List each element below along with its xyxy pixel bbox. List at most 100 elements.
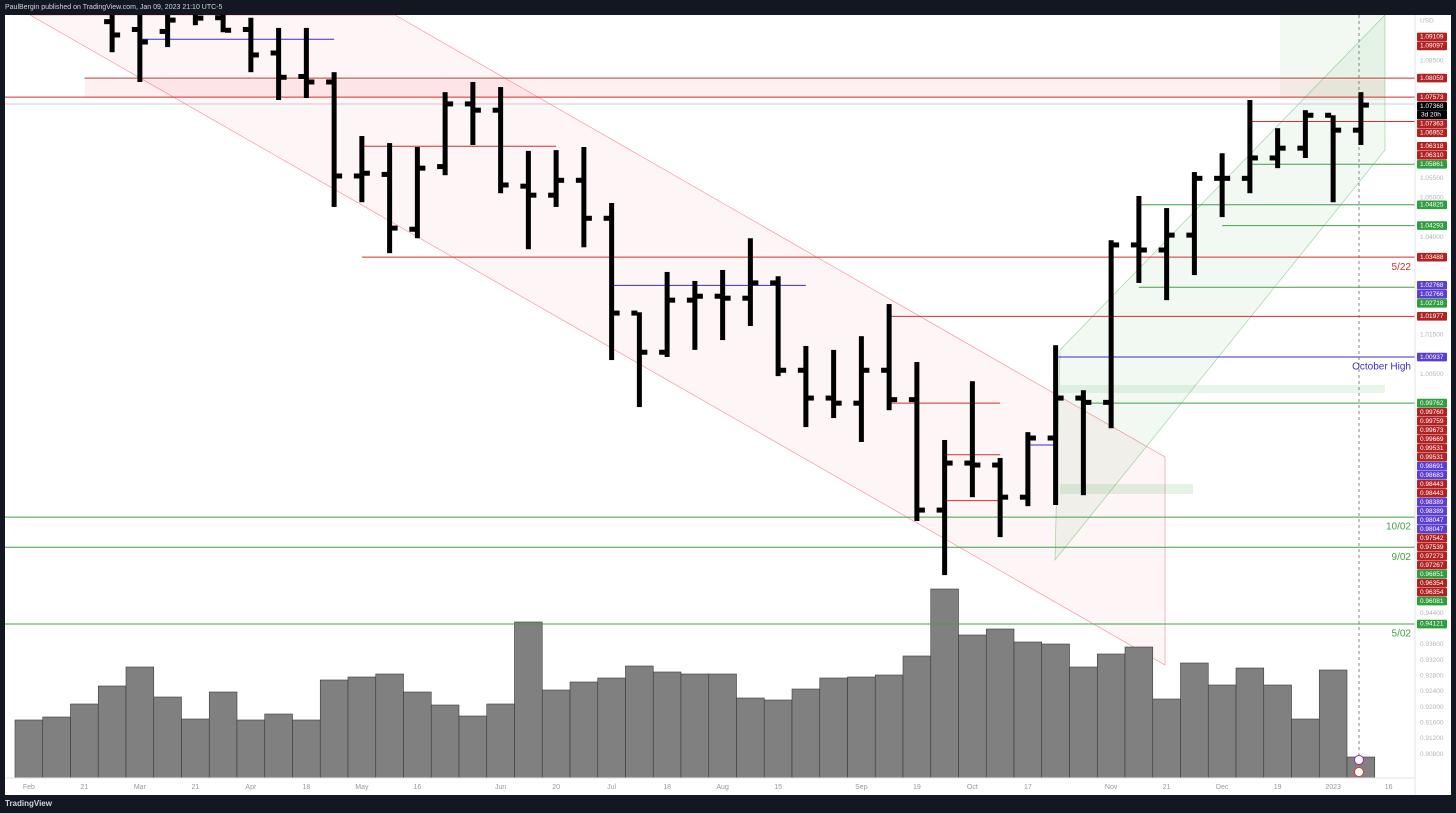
bar-open: [270, 50, 277, 56]
bar-close: [752, 280, 759, 286]
bar-close: [197, 15, 204, 21]
price-label-box: [1417, 506, 1447, 516]
price-label: 1.02768: [1420, 282, 1444, 289]
y-tick-label: 0.90800: [1420, 751, 1444, 758]
price-label: 0.97542: [1420, 535, 1444, 542]
countdown-box: [1417, 110, 1447, 120]
volume-bar: [1013, 641, 1043, 778]
bar-range: [581, 146, 587, 248]
volume-bar: [42, 716, 71, 778]
footer-logo: TradingView: [5, 799, 53, 808]
price-label-box: [1417, 92, 1447, 102]
volume-bar: [264, 713, 293, 778]
volume-bar: [1124, 646, 1154, 778]
price-label: 0.98047: [1420, 526, 1444, 533]
bar-open: [797, 367, 804, 373]
y-tick-label: 1.00500: [1420, 371, 1444, 378]
price-label: 0.96354: [1420, 589, 1444, 596]
bar-close: [1196, 175, 1203, 181]
y-tick-label: 1.01500: [1420, 332, 1444, 339]
bar-range: [303, 27, 309, 99]
bar-close: [641, 349, 648, 355]
x-tick-label: 15: [774, 784, 782, 791]
x-tick-label: 16: [1385, 784, 1393, 791]
volume-pane: [14, 588, 1376, 778]
price-label: 0.97267: [1420, 562, 1444, 569]
resistance-zone: [85, 80, 1385, 97]
x-tick-label: 21: [191, 784, 199, 791]
bar-range: [997, 457, 1003, 538]
price-label-box: [1417, 619, 1447, 629]
price-label-box: [1417, 299, 1447, 308]
x-tick-label: Oct: [967, 784, 978, 791]
price-label-box: [1417, 119, 1447, 129]
axes: 1.08500 1.05500 1.05000 1.04000 1.01500 1.005…: [23, 32, 1447, 791]
y-tick-label: 0.92800: [1420, 672, 1444, 679]
price-label: 0.98443: [1420, 490, 1444, 497]
bar-range: [1302, 110, 1308, 158]
volume-bar: [430, 704, 460, 778]
price-label-box: [1417, 533, 1447, 543]
price-label: 1.09109: [1420, 34, 1444, 41]
y-tick-label: 0.91600: [1420, 719, 1444, 726]
bar-open: [298, 73, 305, 79]
volume-bar: [319, 679, 349, 778]
price-label-box: [1417, 434, 1447, 444]
price-label: 0.98443: [1420, 481, 1444, 488]
price-label: 1.07368: [1420, 103, 1444, 110]
bar-close: [474, 107, 481, 113]
bar-close: [891, 397, 898, 403]
price-label-box: [1417, 221, 1447, 230]
bar-range: [1191, 172, 1197, 276]
volume-bar: [1318, 669, 1348, 778]
bar-range: [192, 15, 198, 26]
x-tick-label: Apr: [245, 784, 257, 791]
bar-range: [1330, 115, 1336, 203]
volume-bar: [708, 673, 737, 778]
price-label: 0.99760: [1420, 409, 1444, 416]
price-label-box: [1417, 290, 1447, 299]
bar-close: [502, 182, 509, 188]
bar-close: [1113, 242, 1120, 248]
volume-bar: [597, 677, 626, 778]
y-tick-label: 0.94400: [1420, 610, 1444, 617]
event-icon[interactable]: [1354, 755, 1364, 765]
bar-close: [724, 295, 731, 301]
bar-close: [974, 462, 981, 468]
bar-close: [280, 74, 287, 80]
volume-bar: [625, 665, 654, 778]
bar-range: [914, 362, 920, 522]
price-label: 0.96081: [1420, 598, 1444, 605]
bar-range: [331, 72, 337, 207]
price-label: 0.99673: [1420, 427, 1444, 434]
x-tick-label: Jun: [495, 784, 506, 791]
bar-range: [109, 15, 115, 53]
price-label: 1.05861: [1420, 161, 1444, 168]
bar-range: [359, 136, 365, 203]
volume-bar: [1207, 684, 1237, 778]
event-icon[interactable]: [1354, 767, 1364, 777]
bar-open: [326, 79, 333, 85]
price-label-box: [1417, 470, 1447, 480]
bar-range: [886, 304, 892, 411]
bar-close: [863, 367, 870, 373]
volume-bar: [208, 691, 238, 778]
price-label-box: [1417, 416, 1447, 426]
price-label: 0.97539: [1420, 544, 1444, 551]
bar-open: [1158, 247, 1165, 253]
volume-bar: [1263, 684, 1292, 778]
bar-range: [831, 349, 837, 419]
bar-close: [1085, 399, 1092, 405]
price-label: 1.09097: [1420, 43, 1444, 50]
price-label-box: [1417, 524, 1447, 534]
bar-open: [1325, 112, 1332, 118]
price-label: 0.99531: [1420, 454, 1444, 461]
target-zone: [1280, 15, 1385, 100]
bar-close: [946, 460, 953, 466]
price-label-box: [1417, 479, 1447, 489]
bar-open: [409, 226, 416, 232]
bar-close: [585, 215, 592, 221]
bar-close: [447, 101, 454, 107]
bar-close: [780, 367, 787, 373]
countdown: 3d 20h: [1421, 111, 1441, 118]
